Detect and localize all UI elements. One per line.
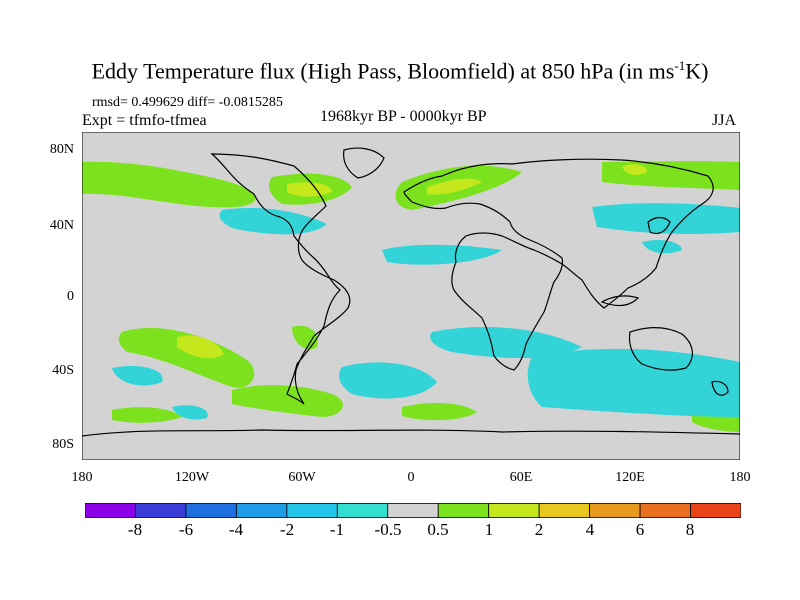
experiment-label: Expt = tfmfo-tfmea bbox=[82, 112, 207, 129]
x-tick-label: 180 bbox=[71, 470, 93, 485]
colorbar-label: -4 bbox=[228, 520, 244, 539]
colorbar-label: -2 bbox=[279, 520, 295, 539]
colorbar-box bbox=[639, 503, 691, 518]
x-tick-label: 120W bbox=[174, 470, 210, 485]
y-tick-label: 40S bbox=[52, 363, 74, 378]
y-tick-label: 0 bbox=[67, 289, 74, 304]
colorbar-label: -6 bbox=[178, 520, 194, 539]
colorbar-box bbox=[85, 503, 136, 518]
x-tick-label: 120E bbox=[615, 470, 645, 485]
colorbar-label: 2 bbox=[534, 520, 544, 539]
plot-title: Eddy Temperature flux (High Pass, Bloomf… bbox=[91, 58, 709, 84]
x-tick-label: 0 bbox=[407, 470, 415, 485]
colorbar-label: 0.5 bbox=[427, 520, 449, 539]
season-label: JJA bbox=[712, 112, 737, 129]
colorbar-box bbox=[185, 503, 237, 518]
period-label: 1968kyr BP - 0000kyr BP bbox=[320, 108, 487, 125]
colorbar-box bbox=[286, 503, 338, 518]
stats-label: rmsd= 0.499629 diff= -0.0815285 bbox=[92, 95, 283, 110]
colorbar-box bbox=[437, 503, 490, 518]
x-tick-label: 180 bbox=[729, 470, 751, 485]
colorbar-box bbox=[488, 503, 540, 518]
colorbar-box bbox=[135, 503, 187, 518]
map-panel bbox=[82, 132, 740, 460]
y-tick-label: 80N bbox=[49, 142, 74, 157]
colorbar-box bbox=[690, 503, 741, 518]
colorbar bbox=[85, 503, 741, 518]
y-tick-label: 80S bbox=[52, 437, 74, 452]
colorbar-label: -1 bbox=[329, 520, 345, 539]
y-tick-label: 40N bbox=[49, 218, 74, 233]
x-tick-label: 60E bbox=[509, 470, 533, 485]
colorbar-box bbox=[235, 503, 288, 518]
colorbar-box bbox=[336, 503, 389, 518]
colorbar-boxes bbox=[85, 503, 741, 518]
colorbar-label: 4 bbox=[585, 520, 595, 539]
negative-anomaly-regions bbox=[112, 203, 740, 420]
colorbar-box bbox=[387, 503, 439, 518]
colorbar-label: 1 bbox=[484, 520, 494, 539]
coastlines bbox=[82, 147, 740, 437]
colorbar-label: -8 bbox=[127, 520, 143, 539]
x-tick-label: 60W bbox=[288, 470, 316, 485]
colorbar-box bbox=[538, 503, 591, 518]
colorbar-label: -0.5 bbox=[374, 520, 402, 539]
colorbar-box bbox=[589, 503, 641, 518]
colorbar-label: 6 bbox=[635, 520, 645, 539]
colorbar-label: 8 bbox=[685, 520, 695, 539]
